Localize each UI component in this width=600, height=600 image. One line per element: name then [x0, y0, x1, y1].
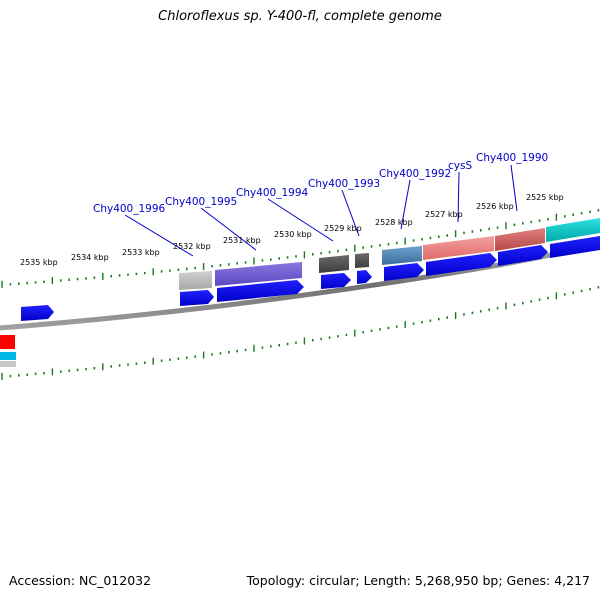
cds-arrow-left[interactable]: [21, 305, 54, 321]
gene-label-chy400-1996[interactable]: Chy400_1996: [93, 203, 166, 215]
cds-arrow-chy400-1995[interactable]: [217, 280, 304, 302]
tick-label: 2531 kbp: [223, 236, 261, 245]
genome-summary-text: Topology: circular; Length: 5,268,950 bp…: [246, 573, 590, 588]
gene-labels: Chy400_1996 Chy400_1995 Chy400_1994 Chy4…: [93, 152, 548, 215]
cds-arrow-chy400-1993[interactable]: [357, 270, 372, 284]
tick-label: 2527 kbp: [425, 210, 463, 219]
cds-arrow-track: [21, 236, 600, 321]
tick-label: 2530 kbp: [274, 230, 312, 239]
tick-label: 2534 kbp: [71, 253, 109, 262]
cds-arrow-next[interactable]: [550, 236, 600, 258]
gene-label-chy400-1990[interactable]: Chy400_1990: [476, 152, 548, 164]
label-leaders: [124, 164, 518, 257]
upper-scale-track: [1, 209, 600, 288]
feature-chy400-1995[interactable]: [215, 262, 302, 286]
cds-arrow-cyss[interactable]: [426, 253, 497, 276]
gene-label-chy400-1993[interactable]: Chy400_1993: [308, 178, 380, 190]
tick-label: 2528 kbp: [375, 218, 413, 227]
feature-left-red[interactable]: [0, 335, 15, 349]
cds-arrow-chy400-1992[interactable]: [384, 263, 424, 281]
gene-label-chy400-1995[interactable]: Chy400_1995: [165, 196, 237, 208]
feature-cyss[interactable]: [423, 236, 494, 260]
tick-label: 2525 kbp: [526, 193, 564, 202]
tick-label: 2535 kbp: [20, 258, 58, 267]
gene-label-cyss[interactable]: cysS: [448, 160, 472, 172]
tick-label: 2532 kbp: [173, 242, 211, 251]
gene-label-chy400-1992[interactable]: Chy400_1992: [379, 168, 451, 180]
lower-scale-track: [1, 286, 600, 380]
cds-arrow-chy400-1994[interactable]: [321, 273, 351, 289]
feature-chy400-1990[interactable]: [495, 228, 545, 251]
feature-left-cyan[interactable]: [0, 352, 16, 360]
tick-label: 2533 kbp: [122, 248, 160, 257]
cds-arrow-chy400-1990[interactable]: [498, 245, 548, 266]
feature-chy400-1996[interactable]: [179, 271, 212, 290]
feature-track: [0, 218, 600, 367]
accession-text: Accession: NC_012032: [9, 573, 152, 588]
scale-tick-labels: 2535 kbp 2534 kbp 2533 kbp 2532 kbp 2531…: [20, 193, 564, 267]
feature-chy400-1994[interactable]: [319, 255, 349, 273]
feature-chy400-1993[interactable]: [355, 253, 369, 268]
map-title: Chloroflexus sp. Y-400-fl, complete geno…: [158, 9, 442, 24]
feature-left-grey[interactable]: [0, 361, 16, 367]
tick-label: 2526 kbp: [476, 202, 514, 211]
feature-next-cyan[interactable]: [546, 218, 600, 242]
gene-label-chy400-1994[interactable]: Chy400_1994: [236, 187, 309, 199]
tick-label: 2529 kbp: [324, 224, 362, 233]
cds-arrow-chy400-1996[interactable]: [180, 290, 214, 306]
feature-chy400-1992[interactable]: [382, 246, 422, 265]
